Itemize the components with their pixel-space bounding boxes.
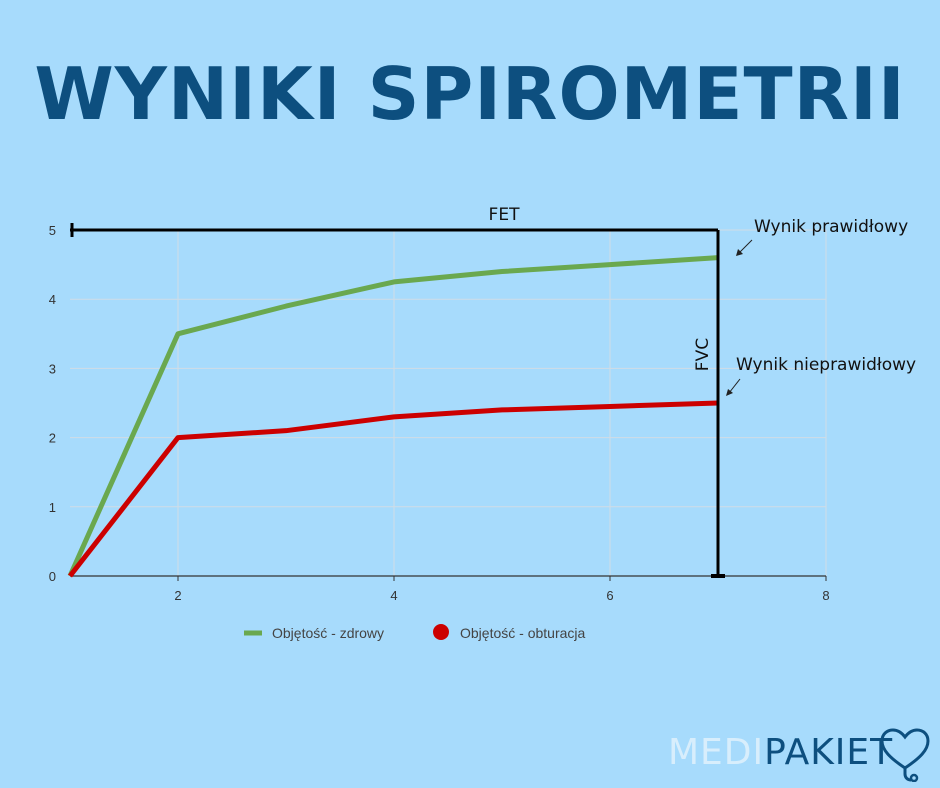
- spirometry-chart: 2 4 6 8 0 1 2 3 4 5 FET FVC Wynik prawidłowy Wyn…: [49, 205, 916, 641]
- normal-result-arrow: [738, 239, 753, 254]
- chart-legend: Objętość - zdrowy Objętość - obturacja: [244, 624, 585, 641]
- y-tick-label-0: 0: [49, 569, 56, 584]
- brand-logo-part1: MEDI: [668, 732, 765, 773]
- fvc-label: FVC: [693, 338, 713, 371]
- page-title: WYNIKI SPIROMETRII: [34, 52, 906, 136]
- chart-annotations: FET FVC Wynik prawidłowy Wynik nieprawid…: [70, 205, 916, 578]
- y-tick-labels: 0 1 2 3 4 5: [49, 223, 56, 584]
- y-tick-label-5: 5: [49, 223, 56, 238]
- x-tick-label-6: 6: [606, 588, 613, 603]
- stethoscope-heart-icon: [880, 728, 930, 782]
- normal-result-arrowhead: [736, 249, 743, 256]
- x-tick-label-8: 8: [822, 588, 829, 603]
- x-tick-label-2: 2: [174, 588, 181, 603]
- fet-label: FET: [489, 205, 521, 225]
- brand-logo-part2: PAKIET: [764, 732, 894, 773]
- normal-result-label: Wynik prawidłowy: [754, 217, 908, 237]
- chart-series: [67, 255, 719, 578]
- abnormal-result-arrowhead: [726, 389, 733, 396]
- y-tick-label-2: 2: [49, 431, 56, 446]
- series-line-healthy: [67, 255, 719, 578]
- legend-label-healthy: Objętość - zdrowy: [272, 625, 384, 641]
- y-tick-label-4: 4: [49, 292, 56, 307]
- chart-axes: [70, 575, 827, 581]
- legend-label-obstruction: Objętość - obturacja: [460, 625, 585, 641]
- legend-swatch-obstruction: [433, 624, 449, 640]
- brand-logo: MEDIPAKIET: [668, 732, 893, 773]
- series-line-obstruction: [68, 400, 719, 578]
- abnormal-result-label: Wynik nieprawidłowy: [736, 355, 916, 375]
- x-tick-label-4: 4: [390, 588, 397, 603]
- abnormal-result-arrow: [728, 378, 741, 394]
- x-tick-labels: 2 4 6 8: [174, 588, 829, 603]
- y-tick-label-1: 1: [49, 500, 56, 515]
- y-tick-label-3: 3: [49, 361, 56, 376]
